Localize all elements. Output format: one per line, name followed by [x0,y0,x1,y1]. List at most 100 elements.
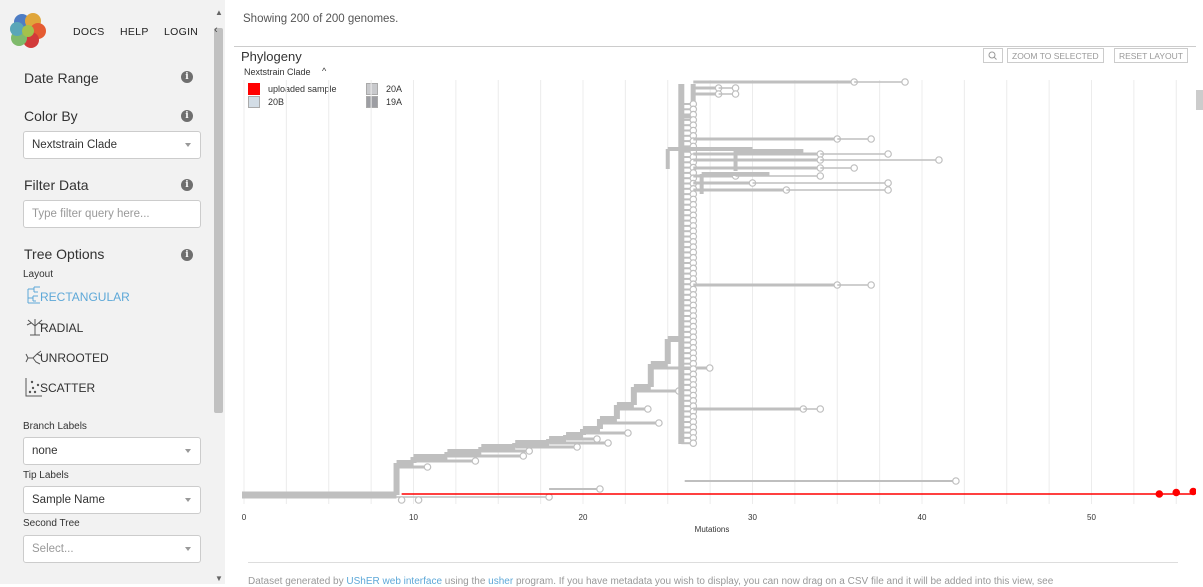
legend-label: uploaded sample [268,84,337,94]
usher-web-link[interactable]: UShER web interface [346,576,443,587]
tree-options-info-icon[interactable]: i [181,249,193,261]
sidebar-scrollbar[interactable]: ▲ ▼ [212,0,225,584]
docs-link[interactable]: DOCS [73,26,105,38]
chevron-down-icon [185,498,191,502]
filter-data-info-icon[interactable]: i [181,179,193,191]
tip-node[interactable] [1155,490,1164,498]
nextstrain-logo[interactable] [9,12,46,49]
tip-node[interactable] [519,452,528,460]
tip-node[interactable] [901,78,909,86]
main-scrollbar-thumb[interactable] [1196,90,1203,110]
scroll-up-icon[interactable]: ▲ [215,8,223,17]
tip-node[interactable] [1172,488,1181,497]
tip-labels-select[interactable]: Sample Name [23,486,201,514]
chevron-down-icon [185,547,191,551]
tip-node[interactable] [644,405,652,413]
footer-prefix: Dataset generated by [248,576,347,587]
footer-divider [248,562,1178,563]
tip-node[interactable] [952,477,960,485]
tip-node[interactable] [604,439,612,447]
tip-node[interactable] [884,150,892,158]
tip-labels-value: Sample Name [32,494,105,506]
axis-label: Mutations [695,525,730,534]
layout-rectangular-label: RECTANGULAR [40,290,130,304]
legend-swatch [248,96,260,108]
date-range-info-icon[interactable]: i [181,71,193,83]
help-link[interactable]: HELP [120,26,149,38]
legend-label: 19A [386,97,403,107]
axis-tick-label: 10 [409,513,418,522]
tip-node[interactable] [397,496,406,504]
tip-node[interactable] [471,457,480,465]
second-tree-select[interactable]: Select... [23,535,201,563]
legend-label: 20B [268,97,285,107]
tree-options-heading: Tree Options [24,246,105,262]
layout-radial-label: RADIAL [40,321,84,335]
filter-input[interactable]: Type filter query here... [23,200,201,228]
scatter-icon [25,378,42,397]
branch-labels-select[interactable]: none [23,437,201,465]
branch-labels-label: Branch Labels [23,421,87,432]
branch-labels-value: none [32,445,58,457]
footer-middle: using the [442,576,489,587]
footer-suffix: program. If you have metadata you wish t… [513,576,1054,587]
tip-node[interactable] [525,447,534,455]
tip-node[interactable] [816,172,825,180]
legend-label: 20A [386,84,403,94]
tip-node[interactable] [423,463,432,471]
color-by-select[interactable]: Nextstrain Clade [23,131,201,159]
radial-tree-icon [26,319,44,336]
color-by-info-icon[interactable]: i [181,110,193,122]
tip-node[interactable] [867,281,875,289]
tip-node[interactable] [1189,487,1196,496]
genome-count-status: Showing 200 of 200 genomes. [243,13,399,25]
usher-program-link[interactable]: usher [488,576,514,587]
color-by-value: Nextstrain Clade [32,139,118,151]
color-by-heading: Color By [24,108,78,124]
scroll-down-icon[interactable]: ▼ [215,574,223,583]
legend-swatch [366,83,378,95]
tip-node[interactable] [867,135,875,143]
tip-node[interactable] [593,435,601,443]
sidebar: DOCS HELP LOGIN Date Range i Color By i … [0,0,212,584]
search-icon [988,51,997,60]
tip-labels-label: Tip Labels [23,470,69,481]
unrooted-tree-icon [25,350,42,365]
tip-node[interactable] [596,485,604,493]
legend-swatch [366,96,378,108]
login-link[interactable]: LOGIN [164,26,199,38]
date-range-heading: Date Range [24,70,99,86]
tip-node[interactable] [705,364,714,372]
chevron-up-icon[interactable]: ^ [322,66,327,76]
phylogeny-tree[interactable]: 0 10 20 30 40 50 Mutations [234,64,1196,542]
panel-divider [234,46,1196,47]
second-tree-label: Second Tree [23,518,80,529]
tip-node[interactable] [884,186,892,194]
tip-node[interactable] [414,496,423,504]
zoom-search-button[interactable] [983,48,1003,63]
second-tree-placeholder: Select... [32,543,74,555]
axis-tick-label: 0 [242,513,247,522]
scrollbar-thumb[interactable] [214,28,223,413]
axis-tick-label: 50 [1087,513,1096,522]
footer-text: Dataset generated by UShER web interface… [248,576,1198,587]
tip-node[interactable] [573,443,581,451]
tip-node[interactable] [655,419,663,427]
tip-node[interactable] [850,164,859,172]
tip-node[interactable] [624,429,632,437]
chevron-down-icon [185,143,191,147]
axis-tick-label: 30 [748,513,757,522]
layout-scatter-label: SCATTER [40,381,96,395]
chevron-down-icon [185,449,191,453]
collapse-sidebar-icon[interactable]: ‹ [214,24,218,36]
filter-data-heading: Filter Data [24,177,89,193]
tip-node[interactable] [816,405,825,413]
tip-node[interactable] [935,156,943,164]
tip-node[interactable] [884,179,892,187]
reset-layout-button[interactable]: RESET LAYOUT [1114,48,1188,63]
filter-placeholder: Type filter query here... [32,208,150,220]
zoom-to-selected-button[interactable]: ZOOM TO SELECTED [1007,48,1104,63]
tip-node[interactable] [731,90,740,98]
tip-node[interactable] [689,439,698,448]
legend-title[interactable]: Nextstrain Clade [244,67,311,77]
